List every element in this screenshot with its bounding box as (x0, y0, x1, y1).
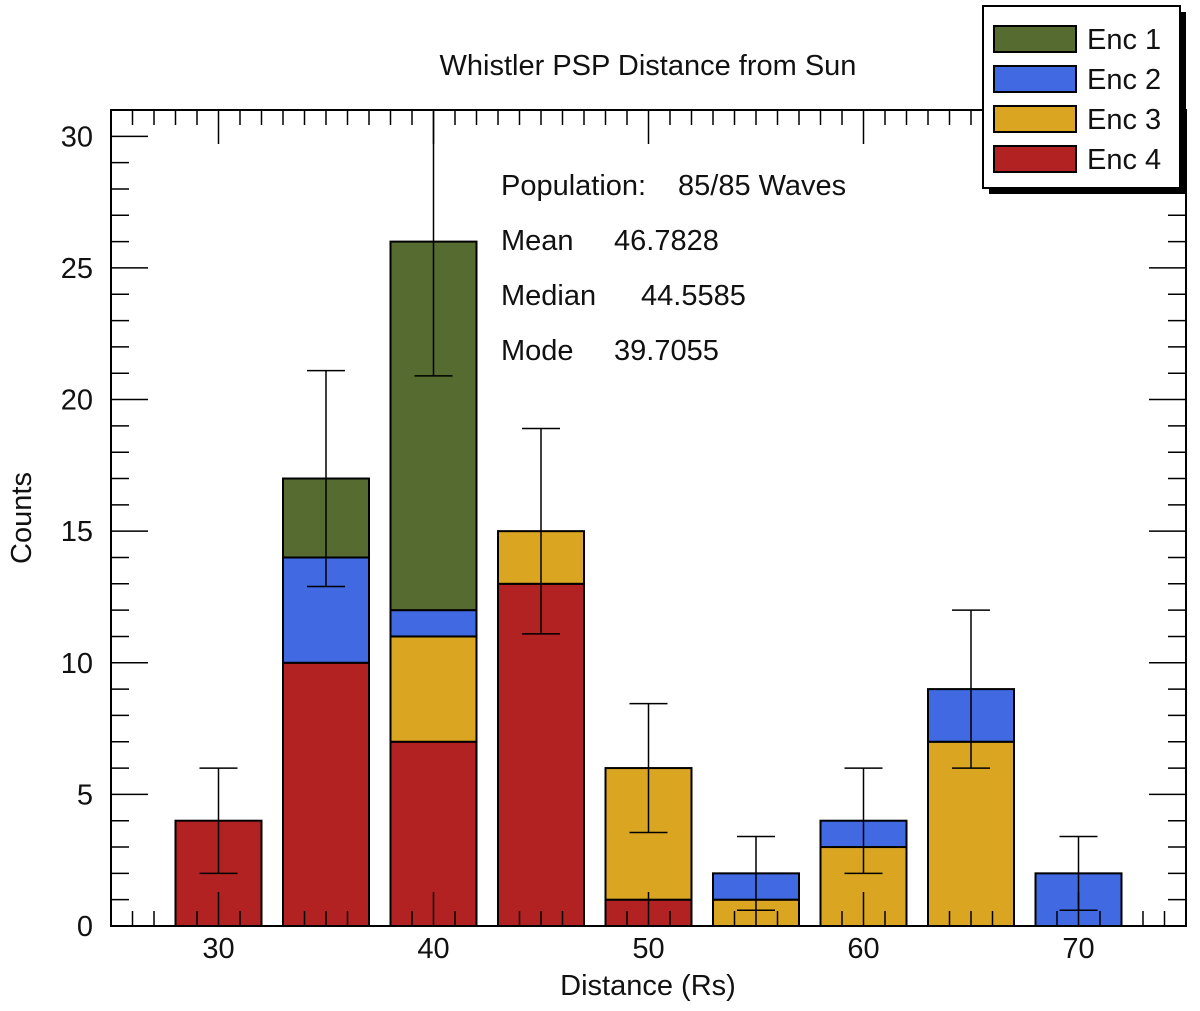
plot-frame (110, 109, 1187, 927)
stats-value: 85/85 Waves (678, 170, 846, 202)
y-tick-label-20: 20 (61, 385, 93, 417)
x-tick-label-60: 60 (847, 933, 879, 965)
bar-enc-4-35 (282, 661, 370, 927)
x-tick-label-70: 70 (1062, 933, 1094, 965)
axis-tick-labels: 30 40 50 60 70 0 5 10 15 20 25 30 (61, 121, 1095, 965)
y-axis-title: Counts (6, 472, 38, 564)
stats-label: Mean (501, 225, 574, 257)
legend: Enc 1 Enc 2 Enc 3 Enc 4 (982, 5, 1186, 194)
legend-label-enc-4: Enc 4 (1087, 144, 1161, 176)
y-tick-label-10: 10 (61, 648, 93, 680)
bar-enc-2-40 (389, 609, 478, 638)
stats-label: Mode (501, 335, 574, 367)
legend-label-enc-3: Enc 3 (1087, 104, 1161, 136)
bar-enc-3-65 (927, 740, 1015, 928)
legend-label-enc-2: Enc 2 (1087, 64, 1161, 96)
bar-enc-4-45 (497, 582, 585, 927)
stats-annotation: Population: 85/85 Waves Mean 46.7828 Median 4… (501, 170, 846, 367)
bars-layer (174, 240, 1123, 928)
y-tick-label-25: 25 (61, 253, 93, 285)
stats-value: 39.7055 (614, 335, 719, 367)
legend-swatch-enc-2 (993, 65, 1077, 93)
y-tick-label-30: 30 (61, 121, 93, 153)
stats-value: 46.7828 (614, 225, 719, 257)
stats-label: Population: (501, 170, 646, 202)
x-tick-label-30: 30 (202, 933, 234, 965)
legend-swatch-enc-3 (993, 105, 1077, 133)
stats-label: Median (501, 280, 596, 312)
legend-label-enc-1: Enc 1 (1087, 24, 1161, 56)
x-tick-label-40: 40 (417, 933, 449, 965)
legend-swatch-enc-4 (993, 145, 1077, 173)
legend-swatch-enc-1 (993, 25, 1077, 53)
error-bars-layer (199, 110, 1098, 911)
y-tick-label-5: 5 (77, 779, 93, 811)
x-axis-title: Distance (Rs) (560, 970, 736, 1002)
bar-enc-3-40 (389, 635, 478, 743)
axis-ticks (110, 109, 1187, 927)
y-tick-label-0: 0 (77, 911, 93, 943)
stats-value: 44.5585 (641, 280, 746, 312)
y-tick-label-15: 15 (61, 516, 93, 548)
x-tick-label-50: 50 (632, 933, 664, 965)
chart-title: Whistler PSP Distance from Sun (440, 50, 857, 82)
